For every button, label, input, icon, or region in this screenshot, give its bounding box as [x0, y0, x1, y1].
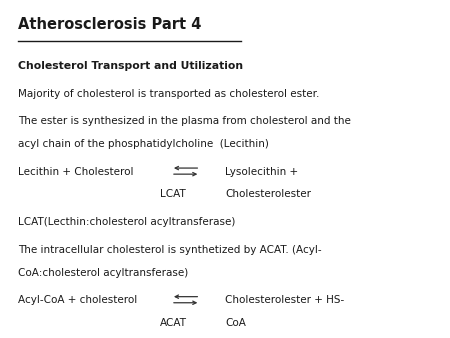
Text: The intracellular cholesterol is synthetized by ACAT. (Acyl-: The intracellular cholesterol is synthet…	[18, 245, 322, 255]
Text: acyl chain of the phosphatidylcholine  (Lecithin): acyl chain of the phosphatidylcholine (L…	[18, 139, 269, 149]
Text: Lysolecithin +: Lysolecithin +	[225, 167, 298, 177]
Text: The ester is synthesized in the plasma from cholesterol and the: The ester is synthesized in the plasma f…	[18, 116, 351, 126]
Text: CoA:cholesterol acyltransferase): CoA:cholesterol acyltransferase)	[18, 268, 188, 277]
Text: LCAT(Lecthin:cholesterol acyltransferase): LCAT(Lecthin:cholesterol acyltransferase…	[18, 217, 235, 227]
Text: Cholesterolester + HS-: Cholesterolester + HS-	[225, 295, 344, 305]
Text: Acyl-CoA + cholesterol: Acyl-CoA + cholesterol	[18, 295, 137, 305]
Text: Majority of cholesterol is transported as cholesterol ester.: Majority of cholesterol is transported a…	[18, 89, 319, 99]
Text: LCAT: LCAT	[160, 189, 185, 199]
Text: Cholesterol Transport and Utilization: Cholesterol Transport and Utilization	[18, 61, 243, 71]
Text: Cholesterolester: Cholesterolester	[225, 189, 311, 199]
Text: ACAT: ACAT	[160, 318, 187, 328]
Text: Lecithin + Cholesterol: Lecithin + Cholesterol	[18, 167, 134, 177]
Text: Atherosclerosis Part 4: Atherosclerosis Part 4	[18, 17, 202, 32]
Text: CoA: CoA	[225, 318, 246, 328]
